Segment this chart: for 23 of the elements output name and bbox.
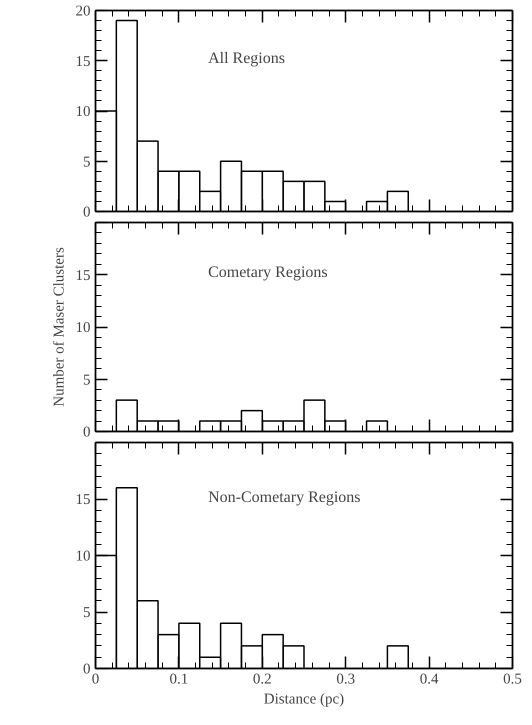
y-tick-label: 5 [83, 605, 90, 621]
x-axis-title: Distance (pc) [264, 692, 344, 708]
y-tick-label: 0 [83, 424, 90, 440]
y-tick-label: 10 [76, 320, 90, 336]
x-tick-label: 0.3 [336, 672, 356, 688]
text: Cometary Regions [208, 264, 328, 282]
x-tick-label: 0.4 [420, 672, 439, 688]
y-tick-label: 10 [76, 104, 90, 120]
x-tick-label: 0.1 [170, 672, 188, 688]
y-axis-title: Number of Maser Clusters [52, 247, 68, 407]
y-tick-label: 0 [83, 662, 90, 678]
text: All Regions [208, 50, 285, 67]
text: Non-Cometary Regions [208, 488, 361, 506]
x-tick-label: 0.5 [503, 672, 522, 688]
y-tick-label: 15 [76, 492, 90, 508]
y-tick-label: 10 [76, 548, 90, 564]
y-tick-label: 0 [83, 204, 90, 220]
x-tick-label: 0.2 [252, 672, 272, 688]
y-tick-label: 15 [76, 54, 90, 70]
y-tick-label: 5 [83, 372, 90, 388]
y-tick-label: 20 [76, 4, 90, 20]
y-tick-label: 15 [76, 268, 90, 284]
y-tick-label: 5 [83, 154, 90, 170]
